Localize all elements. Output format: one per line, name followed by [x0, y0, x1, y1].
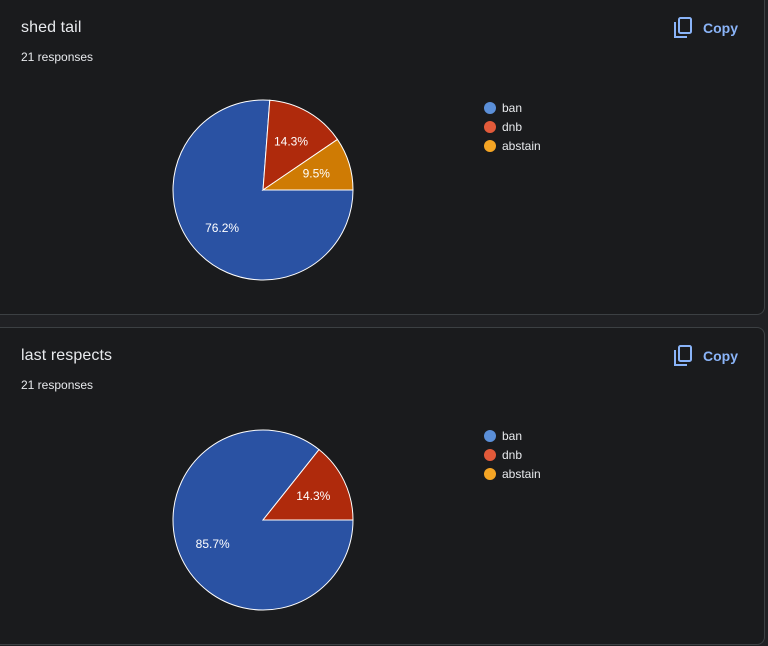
pie-chart: 76.2% 14.3% 9.5%	[172, 99, 354, 281]
copy-label: Copy	[703, 348, 738, 364]
chart-card: last respects 21 responses Copy 85.7% 14.…	[0, 327, 765, 645]
slice-label-abstain: 9.5%	[303, 167, 331, 181]
copy-chart-button[interactable]: Copy	[673, 17, 738, 39]
pie-slice-abstain[interactable]	[261, 138, 354, 191]
legend-swatch	[484, 101, 496, 114]
legend-swatch	[484, 448, 496, 461]
slice-label-dnb: 14.3%	[296, 489, 330, 503]
legend-label: ban	[502, 428, 523, 443]
legend-label: dnb	[502, 447, 523, 462]
legend-label: dnb	[502, 119, 523, 134]
chart-card: shed tail 21 responses Copy 76.2% 14.3% 9.…	[0, 0, 765, 315]
slice-label-ban: 85.7%	[196, 537, 230, 551]
response-count: 21 responses	[21, 50, 94, 64]
legend-swatch	[484, 467, 496, 480]
pie-slice-dnb[interactable]	[261, 448, 354, 521]
legend-label: abstain	[502, 466, 541, 481]
legend-item-ban[interactable]: ban	[484, 426, 541, 445]
chart-title: shed tail	[21, 19, 82, 36]
legend-swatch	[484, 429, 496, 442]
legend-item-dnb[interactable]: dnb	[484, 117, 541, 136]
legend-item-ban[interactable]: ban	[484, 98, 541, 117]
legend-item-dnb[interactable]: dnb	[484, 445, 541, 464]
copy-icon	[673, 17, 693, 39]
slice-label-ban: 76.2%	[205, 221, 239, 235]
copy-label: Copy	[703, 20, 738, 36]
copy-chart-button[interactable]: Copy	[673, 345, 738, 367]
chart-title: last respects	[21, 347, 113, 364]
legend-item-abstain[interactable]: abstain	[484, 464, 541, 483]
legend-item-abstain[interactable]: abstain	[484, 136, 541, 155]
response-count: 21 responses	[21, 378, 94, 392]
copy-icon	[673, 345, 693, 367]
pie-slice-dnb[interactable]	[262, 99, 339, 191]
legend-label: abstain	[502, 138, 541, 153]
chart-legend: ban dnb abstain	[484, 426, 541, 483]
legend-swatch	[484, 120, 496, 133]
legend-label: ban	[502, 100, 523, 115]
legend-swatch	[484, 139, 496, 152]
chart-legend: ban dnb abstain	[484, 98, 541, 155]
slice-label-dnb: 14.3%	[274, 135, 308, 149]
pie-chart: 85.7% 14.3%	[172, 429, 354, 611]
